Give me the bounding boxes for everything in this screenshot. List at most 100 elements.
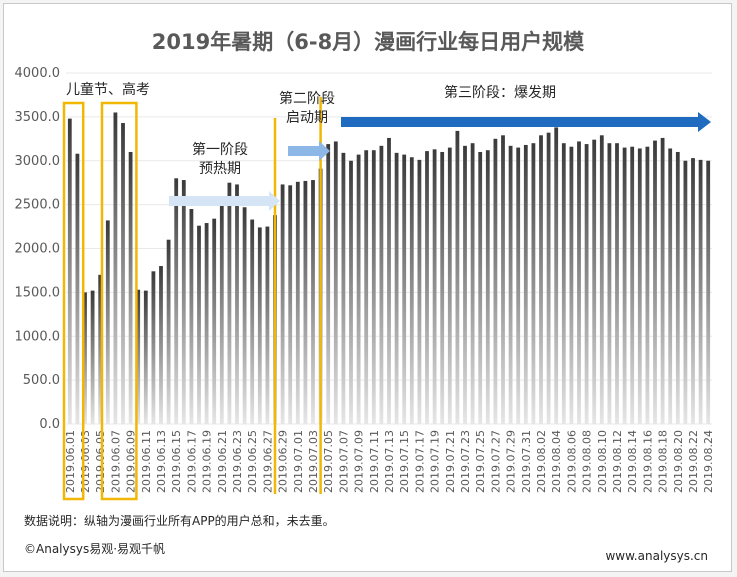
bar xyxy=(637,148,642,424)
x-tick-label: 2019.07.13 xyxy=(383,430,396,493)
bar xyxy=(683,160,688,424)
bar xyxy=(257,227,262,424)
bar xyxy=(181,180,186,424)
bar xyxy=(227,182,232,424)
bar xyxy=(121,123,125,424)
bar xyxy=(219,202,224,424)
bar xyxy=(303,180,308,424)
bar xyxy=(432,149,437,424)
bar xyxy=(691,158,695,424)
x-tick-label: 2019.08.14 xyxy=(626,430,639,493)
y-tick-label: 3500.0 xyxy=(15,110,61,125)
chart-frame: 2019年暑期（6-8月）漫画行业每日用户规模 0.0 500.0 1000.0 15… xyxy=(3,3,732,572)
bar xyxy=(265,226,270,424)
bar xyxy=(485,150,490,424)
phase3-arrow-icon xyxy=(341,112,711,132)
y-axis-ticks: 0.0 500.0 1000.0 1500.0 2000.0 2500.0 3000.0 35… xyxy=(15,66,61,432)
x-tick-label: 2019.08.10 xyxy=(596,430,609,493)
chart-title: 2019年暑期（6-8月）漫画行业每日用户规模 xyxy=(152,30,585,54)
footer-website: www.analysys.cn xyxy=(605,549,708,563)
x-tick-label: 2019.07.19 xyxy=(429,430,442,493)
y-tick-label: 3000.0 xyxy=(15,154,61,169)
x-tick-label: 2019.06.19 xyxy=(201,430,214,493)
x-tick-label: 2019.07.01 xyxy=(292,430,305,493)
x-tick-label: 2019.07.11 xyxy=(368,430,381,493)
bar xyxy=(128,151,133,424)
annotation-phase3: 第三阶段：爆发期 xyxy=(444,84,556,101)
bar xyxy=(668,148,673,424)
bar xyxy=(166,239,171,424)
x-tick-label: 2019.07.29 xyxy=(505,430,518,493)
bar xyxy=(136,289,141,424)
bar xyxy=(561,143,566,424)
x-tick-label: 2019.08.06 xyxy=(565,430,578,493)
x-tick-label: 2019.06.17 xyxy=(185,430,198,493)
bar xyxy=(75,153,80,425)
x-tick-label: 2019.07.31 xyxy=(520,430,533,493)
x-tick-label: 2019.07.05 xyxy=(322,430,335,493)
y-tick-label: 500.0 xyxy=(23,373,60,388)
bar xyxy=(546,132,551,425)
y-tick-label: 4000.0 xyxy=(15,66,61,81)
x-tick-label: 2019.06.15 xyxy=(170,430,183,493)
x-tick-label: 2019.06.07 xyxy=(109,430,122,493)
x-tick-label: 2019.08.12 xyxy=(611,430,624,493)
bar xyxy=(113,112,118,425)
x-tick-label: 2019.07.15 xyxy=(398,430,411,493)
y-tick-label: 0.0 xyxy=(39,417,60,432)
bar xyxy=(311,180,315,424)
bar xyxy=(523,144,528,424)
bar xyxy=(212,218,217,424)
bar xyxy=(379,145,384,424)
bar xyxy=(341,152,346,425)
bar xyxy=(402,154,407,425)
bar xyxy=(539,135,543,425)
bar xyxy=(235,184,239,424)
bar xyxy=(660,137,665,424)
x-tick-label: 2019.07.09 xyxy=(353,430,366,493)
x-tick-label: 2019.06.13 xyxy=(155,430,168,493)
chart-svg: 2019年暑期（6-8月）漫画行业每日用户规模 0.0 500.0 1000.0 15… xyxy=(15,30,716,563)
bar xyxy=(394,152,399,425)
bar xyxy=(197,225,201,424)
bar xyxy=(288,185,293,424)
phase1-arrow-icon xyxy=(169,191,280,211)
x-tick-label: 2019.07.17 xyxy=(413,430,426,493)
x-tick-label: 2019.06.01 xyxy=(64,430,77,493)
bar xyxy=(90,290,95,424)
bar xyxy=(653,140,657,424)
x-tick-label: 2019.06.21 xyxy=(216,430,229,493)
phase2-arrow-icon xyxy=(288,141,330,161)
bar xyxy=(470,143,475,424)
x-tick-label: 2019.07.23 xyxy=(459,430,472,493)
bar xyxy=(592,139,597,424)
x-tick-label: 2019.08.08 xyxy=(581,430,594,493)
bar xyxy=(371,150,376,424)
annotation-phase2-name: 启动期 xyxy=(286,110,328,126)
x-tick-label: 2019.07.07 xyxy=(337,430,350,493)
bar xyxy=(333,141,338,424)
bar xyxy=(349,160,353,424)
x-tick-label: 2019.08.16 xyxy=(641,430,654,493)
y-tick-label: 1500.0 xyxy=(15,285,61,300)
bar xyxy=(159,266,163,424)
highlight-box-gaokao xyxy=(100,101,138,501)
bar xyxy=(554,127,559,424)
annotation-childrens-day: 儿童节、高考 xyxy=(66,81,150,98)
bar-series xyxy=(67,112,711,425)
data-note: 数据说明：纵轴为漫画行业所有APP的用户总和，未去重。 xyxy=(24,513,335,528)
bar xyxy=(493,138,498,424)
bar xyxy=(174,178,179,424)
bar xyxy=(409,157,414,425)
x-tick-label: 2019.06.25 xyxy=(246,430,259,493)
bar xyxy=(615,143,619,424)
bar xyxy=(607,143,612,424)
y-tick-label: 1000.0 xyxy=(15,329,61,344)
bar xyxy=(250,219,255,424)
bar xyxy=(531,143,536,424)
bar xyxy=(478,151,483,424)
x-tick-label: 2019.08.20 xyxy=(672,430,685,493)
bar xyxy=(364,150,369,424)
x-tick-label: 2019.06.29 xyxy=(277,430,290,493)
x-tick-label: 2019.08.18 xyxy=(657,430,670,493)
